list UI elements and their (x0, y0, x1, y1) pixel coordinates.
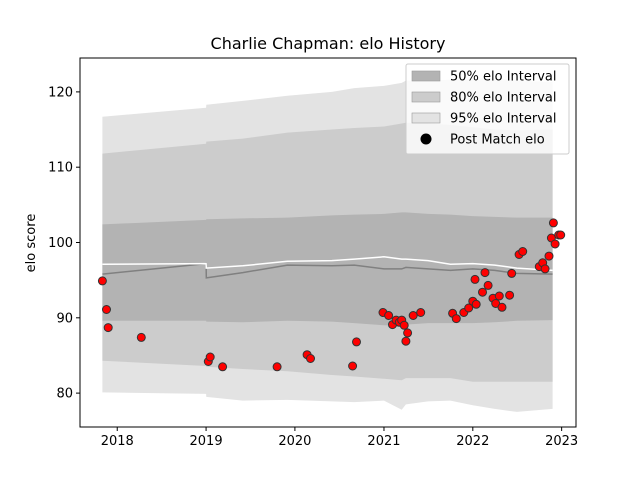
points-layer (97, 218, 566, 372)
y-tick-label: 110 (48, 161, 73, 176)
x-axis: 2018 2019 2020 2021 2022 2023 (101, 427, 578, 449)
y-tick-label: 100 (48, 236, 73, 251)
post-match-point (544, 251, 554, 261)
post-match-point (306, 354, 315, 363)
post-match-point (103, 323, 113, 333)
post-match-point (548, 218, 558, 228)
post-match-point (348, 361, 358, 371)
post-match-point (451, 314, 461, 324)
legend: 50% elo Interval 80% elo Interval 95% elo … (405, 63, 570, 155)
y-tick-label: 90 (56, 311, 73, 326)
post-match-point (505, 290, 515, 300)
legend-swatch (411, 70, 441, 82)
post-match-point (272, 362, 282, 372)
legend-box (405, 63, 570, 155)
legend-swatch (411, 91, 441, 103)
post-match-point (205, 352, 215, 362)
post-match-point (518, 247, 528, 256)
mean-line (102, 256, 553, 272)
post-match-point (470, 274, 480, 284)
post-match-point (399, 320, 409, 330)
post-match-point (384, 311, 394, 320)
x-tick-label: 2023 (545, 434, 578, 449)
post-match-point (401, 336, 411, 346)
legend-label: 80% elo Interval (450, 91, 557, 106)
y-tick-label: 120 (48, 85, 73, 100)
x-tick-label: 2022 (456, 434, 489, 449)
post-match-point (540, 264, 550, 274)
post-match-point (480, 268, 490, 278)
legend-label: Post Match elo (450, 133, 545, 148)
post-match-point (416, 308, 426, 317)
y-axis: 80 90 100 110 120 (48, 85, 80, 402)
post-match-point (478, 287, 487, 297)
post-match-point (494, 291, 504, 301)
x-tick-label: 2020 (278, 434, 311, 449)
legend-swatch (411, 112, 441, 124)
post-match-point (471, 299, 481, 309)
post-match-point (403, 328, 413, 338)
post-match-point (97, 276, 107, 286)
post-match-point (550, 239, 560, 249)
plot-area (97, 78, 566, 412)
y-tick-label: 80 (56, 387, 73, 402)
legend-label: 95% elo Interval (450, 112, 557, 127)
post-match-point (483, 280, 493, 290)
y-axis-label: elo score (24, 214, 39, 273)
post-match-point (464, 303, 474, 313)
bands-layer (102, 78, 553, 412)
chart-title: Charlie Chapman: elo History (211, 34, 446, 53)
post-match-point (408, 311, 418, 320)
legend-label: 50% elo Interval (450, 70, 557, 85)
legend-marker (420, 133, 432, 145)
x-tick-label: 2021 (367, 434, 400, 449)
post-match-point (352, 337, 361, 347)
post-match-point (218, 362, 228, 372)
post-match-point (136, 332, 146, 342)
post-match-point (556, 230, 566, 240)
post-match-point (507, 268, 517, 278)
post-match-point (102, 305, 111, 314)
x-tick-label: 2018 (101, 434, 134, 449)
post-match-point (497, 302, 507, 312)
x-tick-label: 2019 (190, 434, 223, 449)
band-50 (102, 212, 553, 327)
